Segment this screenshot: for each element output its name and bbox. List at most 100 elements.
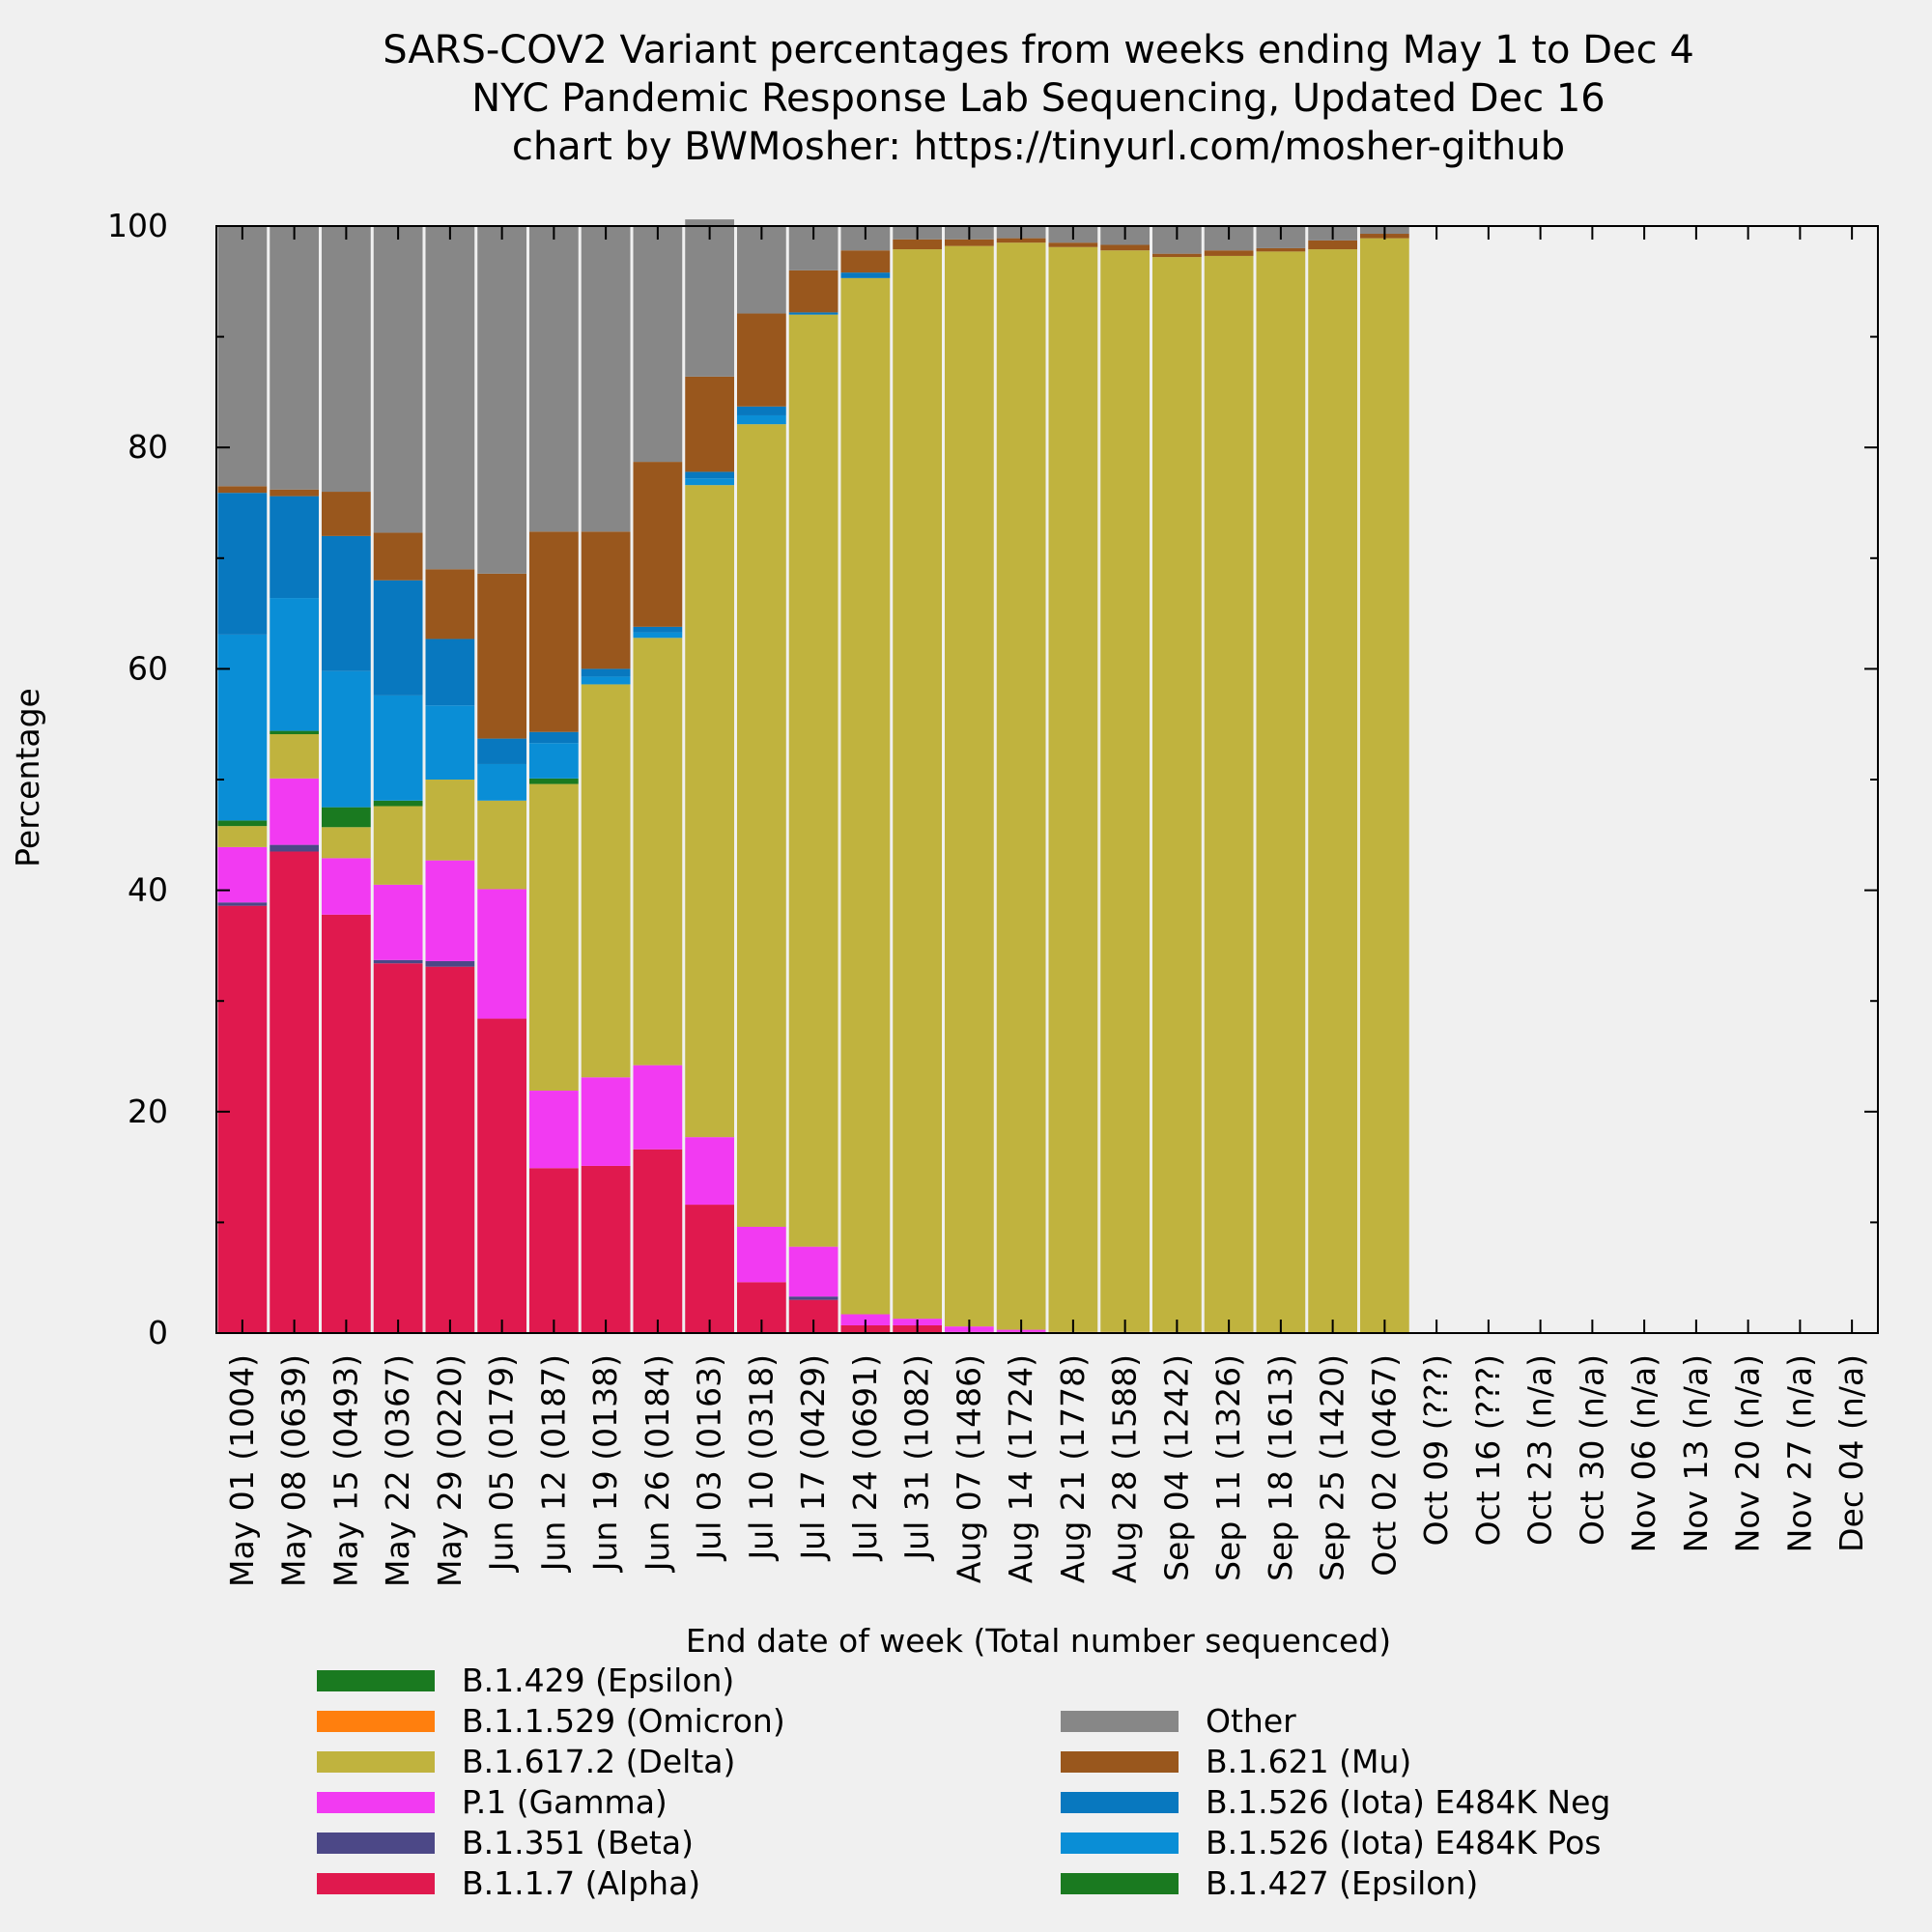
x-tick-label-30: Nov 27 (n/a) <box>1780 1354 1818 1552</box>
bar-segment-5-7 <box>477 763 526 801</box>
y-tick-label-0: 0 <box>148 1314 168 1351</box>
legend-swatch <box>317 1792 435 1813</box>
bar-segment-12-8 <box>840 272 891 278</box>
bar-segment-4-10 <box>425 226 475 570</box>
legend-label: B.1.526 (Iota) E484K Pos <box>1206 1824 1602 1861</box>
x-tick-label-25: Oct 23 (n/a) <box>1521 1354 1559 1546</box>
bar-segment-17-3 <box>1100 250 1150 1332</box>
bar-segment-15-3 <box>996 242 1046 1330</box>
bar-segment-0-3 <box>217 826 268 847</box>
x-tick-label-7: Jun 19 (0138) <box>586 1354 624 1573</box>
chart-credit: chart by BWMosher: https://tinyurl.com/m… <box>511 125 1566 169</box>
bar-segment-21-3 <box>1308 249 1357 1333</box>
bar-segment-9-3 <box>685 485 734 1138</box>
bar-segment-19-9 <box>1204 250 1254 256</box>
bar-segment-10-3 <box>737 424 786 1227</box>
x-tick-label-6: Jun 12 (0187) <box>534 1354 572 1573</box>
bar-segment-15-9 <box>996 238 1046 243</box>
bar-segment-3-3 <box>373 806 423 885</box>
bar-segment-6-9 <box>529 531 579 732</box>
chart-title: SARS-COV2 Variant percentages from weeks… <box>383 28 1694 72</box>
bar-segment-10-9 <box>737 313 786 407</box>
bar-segment-21-9 <box>1308 240 1357 250</box>
x-tick-label-21: Sep 25 (1420) <box>1314 1354 1351 1581</box>
bar-segment-8-2 <box>633 1065 683 1150</box>
bar-segment-4-3 <box>425 780 475 861</box>
bar-segment-8-7 <box>633 632 683 639</box>
bar-segment-6-8 <box>529 731 579 744</box>
bar-segment-1-9 <box>270 489 319 497</box>
bar-segment-6-0 <box>529 1168 579 1333</box>
x-tick-label-8: Jun 26 (0184) <box>639 1354 676 1573</box>
bar-segment-2-10 <box>322 226 371 493</box>
bar-segment-6-7 <box>529 743 579 779</box>
bar-segment-6-10 <box>529 226 579 532</box>
bar-segment-3-0 <box>373 963 423 1333</box>
bar-segment-18-9 <box>1152 253 1202 258</box>
bar-segment-0-2 <box>217 846 268 903</box>
x-tick-label-29: Nov 20 (n/a) <box>1729 1354 1767 1552</box>
x-tick-label-9: Jul 03 (0163) <box>691 1354 728 1562</box>
x-tick-label-4: May 29 (0220) <box>431 1354 469 1587</box>
bar-segment-1-2 <box>270 778 319 845</box>
x-tick-label-13: Jul 31 (1082) <box>898 1354 936 1562</box>
bar-segment-4-8 <box>425 639 475 706</box>
bar-segment-0-0 <box>217 905 268 1333</box>
x-tick-label-20: Sep 18 (1613) <box>1262 1354 1299 1581</box>
bar-segment-8-10 <box>633 226 683 463</box>
legend-swatch <box>1061 1792 1179 1813</box>
bar-segment-12-9 <box>840 250 891 273</box>
bar-segment-14-3 <box>945 245 994 1327</box>
x-tick-label-5: Jun 05 (0179) <box>483 1354 521 1573</box>
x-tick-label-26: Oct 30 (n/a) <box>1573 1354 1610 1546</box>
bar-segment-11-2 <box>788 1246 838 1297</box>
legend-swatch <box>317 1711 435 1732</box>
x-tick-label-31: Dec 04 (n/a) <box>1833 1354 1870 1552</box>
x-tick-label-18: Sep 04 (1242) <box>1157 1354 1195 1581</box>
bar-segment-20-9 <box>1256 247 1306 252</box>
legend-label: B.1.1.529 (Omicron) <box>462 1702 785 1740</box>
bar-segment-20-3 <box>1256 251 1306 1333</box>
legend-label: B.1.429 (Epsilon) <box>462 1662 735 1699</box>
x-tick-label-16: Aug 21 (1778) <box>1054 1354 1092 1583</box>
bar-segment-1-8 <box>270 496 319 599</box>
bar-segment-0-5 <box>217 820 268 827</box>
y-tick-label-60: 60 <box>128 649 168 687</box>
bar-segment-1-3 <box>270 734 319 779</box>
x-tick-label-19: Sep 11 (1326) <box>1209 1354 1247 1581</box>
bar-segment-11-3 <box>788 314 838 1247</box>
x-tick-label-15: Aug 14 (1724) <box>1002 1354 1039 1583</box>
bar-segment-22-3 <box>1360 238 1409 1334</box>
bar-segment-17-9 <box>1100 244 1150 251</box>
bar-segment-3-1 <box>373 959 423 964</box>
legend-swatch <box>1061 1873 1179 1894</box>
bar-segment-0-10 <box>217 226 268 487</box>
bar-segment-2-3 <box>322 827 371 859</box>
bar-segment-0-1 <box>217 902 268 906</box>
bar-segment-4-0 <box>425 966 475 1333</box>
bar-segment-7-7 <box>581 676 631 685</box>
x-tick-label-14: Aug 07 (1486) <box>950 1354 987 1583</box>
bar-segment-9-2 <box>685 1137 734 1206</box>
chart-subtitle: NYC Pandemic Response Lab Sequencing, Up… <box>471 76 1605 121</box>
bar-segment-8-9 <box>633 462 683 627</box>
bar-segment-13-3 <box>893 249 942 1320</box>
legend-label: B.1.526 (Iota) E484K Neg <box>1206 1783 1611 1821</box>
legend-swatch <box>1061 1711 1179 1732</box>
bar-segment-9-10 <box>685 219 734 377</box>
bar-segment-2-7 <box>322 670 371 808</box>
bar-segment-5-0 <box>477 1018 526 1333</box>
bar-segment-0-7 <box>217 634 268 821</box>
x-tick-label-2: May 15 (0493) <box>327 1354 364 1587</box>
x-tick-label-24: Oct 16 (???) <box>1469 1354 1507 1546</box>
x-axis-label: End date of week (Total number sequenced… <box>686 1622 1391 1660</box>
bar-segment-19-3 <box>1204 255 1254 1332</box>
legend-label: Other <box>1206 1702 1296 1740</box>
legend-label: B.1.427 (Epsilon) <box>1206 1864 1479 1902</box>
axes-layer: 0 20 40 60 80 100 May 01 (1004) May 08 (0639) Ma… <box>107 207 1879 1587</box>
bar-segment-2-2 <box>322 858 371 915</box>
y-axis-label: Percentage <box>9 688 46 867</box>
bar-segment-16-9 <box>1048 242 1098 247</box>
bar-segment-14-9 <box>945 239 994 246</box>
